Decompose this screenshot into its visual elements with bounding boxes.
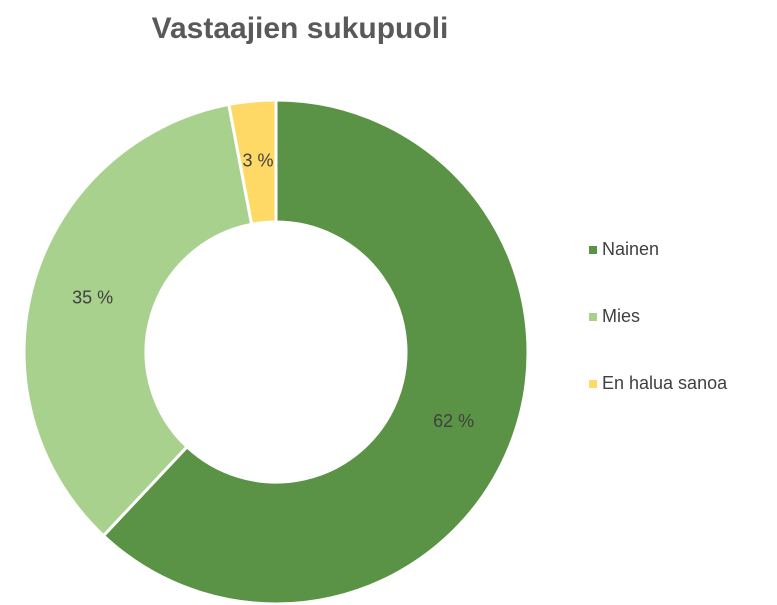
legend-swatch	[589, 246, 597, 254]
slice	[22, 102, 254, 538]
data-label: 3 %	[243, 151, 274, 171]
data-label: 62 %	[433, 411, 474, 431]
chart-title: Vastaajien sukupuoli	[152, 12, 449, 45]
slice	[227, 98, 278, 227]
data-label: 35 %	[72, 287, 113, 307]
legend-label: Mies	[602, 306, 640, 326]
legend-label: En halua sanoa	[602, 373, 728, 393]
slice	[101, 98, 530, 605]
legend-swatch	[589, 313, 597, 321]
legend-swatch	[589, 380, 597, 388]
legend-label: Nainen	[602, 239, 659, 259]
